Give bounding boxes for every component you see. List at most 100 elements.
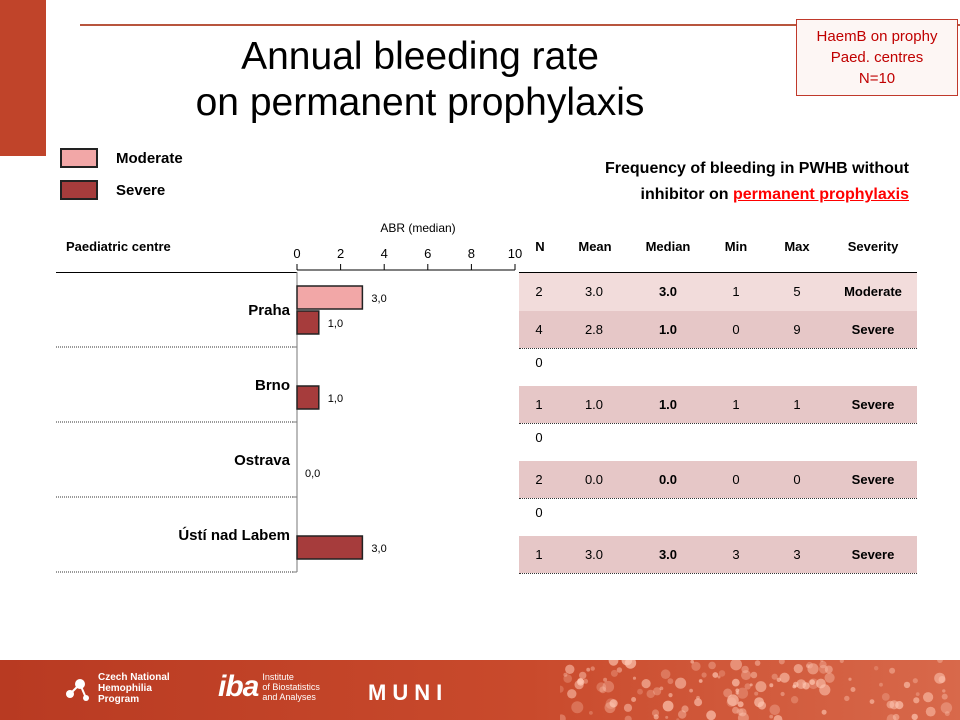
cell-max: 3: [793, 546, 801, 562]
decorative-dot: [790, 696, 799, 704]
cell-max: 0: [793, 471, 801, 487]
info-line-3: N=10: [858, 70, 896, 87]
decorative-dot: [717, 675, 721, 679]
decorative-dot: [754, 691, 759, 696]
legend-item-severe: Severe: [60, 180, 165, 200]
decorative-dot: [668, 693, 673, 698]
decorative-dot: [937, 660, 943, 663]
decorative-dot: [879, 682, 883, 687]
decorative-dot: [741, 665, 749, 674]
cell-n: 0: [535, 505, 543, 520]
decorative-dot: [632, 676, 637, 680]
column-header: Min: [724, 239, 748, 254]
decorative-dot: [667, 678, 674, 685]
subtitle: Frequency of bleeding in PWHB without in…: [520, 156, 909, 208]
decorative-dot: [579, 671, 587, 680]
cell-severity: [828, 348, 918, 386]
cell-max: 5: [793, 284, 801, 299]
column-header: Max: [784, 239, 810, 254]
cell-median: 3.0: [658, 284, 678, 299]
cell-severity: [828, 423, 918, 461]
decorative-dot: [757, 701, 767, 710]
bar-severe: [296, 310, 320, 335]
decorative-dot: [940, 702, 953, 714]
cell-n: 0: [535, 355, 543, 370]
decorative-dot: [571, 701, 584, 714]
decorative-dot: [925, 706, 936, 717]
cell-max: 9: [793, 321, 801, 337]
decorative-dot: [923, 692, 934, 703]
iba-line-3: and Analyses: [262, 692, 316, 702]
cell-max: 1: [793, 396, 801, 412]
decorative-dot: [577, 678, 584, 685]
decorative-dot: [723, 688, 733, 698]
decorative-dot: [694, 698, 703, 707]
x-tick-label: 8: [468, 246, 475, 261]
decorative-dot: [802, 682, 810, 690]
decorative-dot: [602, 680, 615, 693]
stats-table: 2 3.0 3.0 1 5 Moderate 4 2.8 1.0 0 9 Severe 0 1 1.0 1.0…: [519, 273, 917, 573]
cell-n: 0: [535, 430, 543, 445]
cell-min: [712, 498, 760, 536]
cell-mean: 2.8: [584, 321, 604, 337]
decorative-dot: [911, 713, 918, 720]
decorative-dot: [738, 708, 747, 717]
info-box: HaemB on prophy Paed. centres N=10: [796, 19, 958, 96]
decorative-dot: [691, 661, 701, 671]
top-rule: [80, 24, 960, 26]
decorative-dot: [586, 667, 591, 672]
cell-min: [712, 423, 760, 461]
title-line-1: Annual bleeding rate: [241, 35, 599, 78]
decorative-dot: [653, 687, 662, 696]
column-header: Median: [645, 239, 691, 254]
decorative-dot: [915, 692, 920, 696]
decorative-dot: [816, 678, 826, 689]
decorative-dot: [824, 672, 835, 683]
subtitle-line-2: inhibitor on permanent prophylaxis: [520, 182, 909, 208]
decorative-dot: [690, 660, 694, 664]
decorative-dot: [610, 669, 618, 677]
table-row: 1 3.0 3.0 3 3 Severe: [519, 535, 917, 573]
cell-mean: [563, 498, 625, 536]
decorative-dot: [819, 660, 827, 669]
bar-severe: [296, 535, 364, 560]
cell-mean: 1.0: [584, 396, 604, 412]
cell-severity: [828, 498, 918, 536]
decorative-dot: [778, 660, 785, 665]
decorative-dot: [637, 688, 643, 695]
decorative-dot: [769, 683, 774, 688]
decorative-dot: [850, 687, 856, 692]
decorative-dot: [805, 664, 810, 668]
page-title: Annual bleeding rate on permanent prophy…: [120, 34, 720, 126]
header-rule: [56, 272, 297, 273]
decorative-dot: [844, 695, 850, 702]
decorative-dot: [659, 686, 664, 691]
cell-severity: Severe: [851, 396, 895, 412]
category-label: Ústí nad Labem: [178, 526, 290, 544]
decorative-dot: [771, 673, 778, 680]
decorative-dot: [731, 678, 740, 687]
cell-mean: 3.0: [584, 284, 604, 299]
cell-median: 1.0: [658, 321, 678, 337]
subtitle-line-1: Frequency of bleeding in PWHB without: [605, 160, 909, 177]
decorative-dots: [560, 660, 953, 720]
table-row: 4 2.8 1.0 0 9 Severe: [519, 310, 917, 348]
title-line-2: on permanent prophylaxis: [195, 81, 645, 124]
cell-min: 1: [732, 284, 740, 299]
data-label: 1,0: [328, 318, 343, 330]
decorative-dot: [583, 678, 589, 684]
decorative-dot: [821, 709, 827, 715]
legend-swatch-moderate: [60, 148, 98, 168]
decorative-dot: [624, 715, 632, 720]
decorative-dot: [698, 679, 703, 683]
decorative-dot: [806, 661, 813, 669]
decorative-dot: [678, 710, 687, 719]
legend-label-moderate: Moderate: [116, 149, 183, 167]
cell-n: 2: [535, 284, 543, 299]
cell-median: 0.0: [658, 471, 678, 487]
decorative-dot: [912, 678, 918, 684]
decorative-dot: [735, 688, 740, 693]
x-axis-label: ABR (median): [380, 221, 455, 235]
decorative-dot: [590, 666, 595, 671]
table-rule: [519, 272, 917, 273]
